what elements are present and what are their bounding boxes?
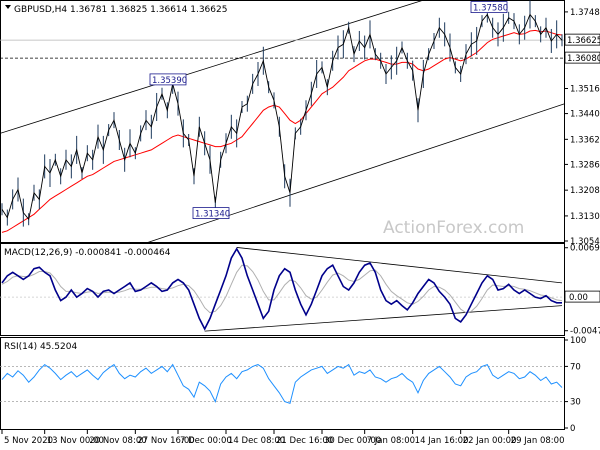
current-price-tag-label: 1.36625 bbox=[567, 36, 600, 46]
x-tick-label: 22 Jan 00:00 bbox=[463, 436, 517, 446]
rsi-pane: RSI(14) 45.5204 100 70 30 0 bbox=[0, 336, 586, 434]
macd-overlays: 0.00 bbox=[0, 247, 600, 332]
price-tags: 1.36625 1.36080 bbox=[564, 33, 600, 64]
x-tick-label: 13 Nov 00:00 bbox=[47, 436, 104, 446]
macd-triangle-lower bbox=[204, 305, 563, 332]
price-pane: GBPUSD,H4 1.36781 1.36825 1.36614 1.3662… bbox=[0, 0, 600, 247]
annotation-label: 1.31340 bbox=[195, 210, 230, 220]
price-tick-label: 1.32080 bbox=[570, 186, 600, 196]
rsi-tick-label: 70 bbox=[570, 362, 581, 372]
macd-label: MACD(12,26,9) -0.000841 -0.000464 bbox=[4, 248, 171, 258]
annotation-label: 1.37580 bbox=[473, 4, 508, 14]
macd-pane-frame bbox=[0, 243, 565, 336]
rsi-pane-frame bbox=[0, 337, 565, 430]
rsi-tick-label: 30 bbox=[570, 398, 581, 408]
price-header-arrow-icon bbox=[5, 5, 11, 9]
x-tick-label: 14 Dec 08:00 bbox=[228, 436, 285, 446]
macd-triangle-upper bbox=[236, 247, 563, 284]
macd-line bbox=[1, 247, 562, 331]
macd-signal-line bbox=[1, 264, 563, 314]
current-price-tag bbox=[564, 33, 600, 46]
price-header-ohlc: 1.36781 1.36825 1.36614 1.36625 bbox=[70, 5, 227, 15]
price-header-symbol: GBPUSD,H4 bbox=[14, 5, 67, 15]
moving-average-line bbox=[1, 29, 563, 233]
annotation-box bbox=[149, 73, 187, 86]
x-tick-label: 14 Jan 16:00 bbox=[415, 436, 469, 446]
price-annotations: 1.35390 1.31340 1.37580 bbox=[149, 1, 508, 220]
x-tick-label: 20 Nov 08:00 bbox=[89, 436, 146, 446]
annotation-box bbox=[470, 1, 508, 14]
price-tick-label: 1.35160 bbox=[570, 84, 600, 94]
x-tick-label: 5 Nov 2020 bbox=[4, 436, 53, 446]
channel-line-lower bbox=[147, 103, 566, 243]
price-tick-label: 1.32860 bbox=[570, 160, 600, 170]
macd-current-tag bbox=[564, 290, 600, 303]
rsi-tick-label: 100 bbox=[570, 336, 586, 346]
rsi-tick-label: 0 bbox=[570, 424, 575, 434]
price-pane-frame bbox=[0, 0, 565, 243]
macd-pane: MACD(12,26,9) -0.000841 -0.000464 0.0069… bbox=[0, 244, 600, 337]
x-tick-label: 30 Dec 00:00 bbox=[324, 436, 381, 446]
macd-tick-label: -0.004736 bbox=[570, 327, 600, 337]
x-tick-label: 21 Dec 16:00 bbox=[276, 436, 333, 446]
price-tick-label: 1.34400 bbox=[570, 110, 600, 120]
rsi-line bbox=[1, 363, 563, 405]
rsi-label: RSI(14) 45.5204 bbox=[4, 342, 77, 352]
macd-tick-label: 0.006956 bbox=[570, 244, 600, 254]
reference-price-tag-label: 1.36080 bbox=[567, 54, 600, 64]
annotation-box bbox=[192, 207, 230, 219]
price-tick-label: 1.33620 bbox=[570, 135, 600, 145]
x-tick-label: 7 Dec 00:00 bbox=[180, 436, 232, 446]
channel-line-upper bbox=[0, 0, 426, 134]
x-tick-label: 27 Nov 16:00 bbox=[137, 436, 194, 446]
price-tick-label: 1.30540 bbox=[570, 237, 600, 247]
annotation-label: 1.35390 bbox=[152, 76, 187, 86]
x-tick-label: 7 Jan 08:00 bbox=[367, 436, 415, 446]
price-tick-label: 1.31300 bbox=[570, 212, 600, 222]
rsi-y-ticks: 100 70 30 0 bbox=[564, 336, 586, 434]
watermark: ActionForex.com bbox=[383, 218, 524, 238]
x-tick-label: 29 Jan 08:00 bbox=[511, 436, 565, 446]
price-tick-label: 1.37480 bbox=[570, 8, 600, 18]
reference-price-tag bbox=[564, 51, 600, 64]
rsi-overlays bbox=[0, 363, 564, 405]
price-line bbox=[1, 13, 563, 221]
macd-current-tag-label: 0.00 bbox=[569, 293, 588, 303]
